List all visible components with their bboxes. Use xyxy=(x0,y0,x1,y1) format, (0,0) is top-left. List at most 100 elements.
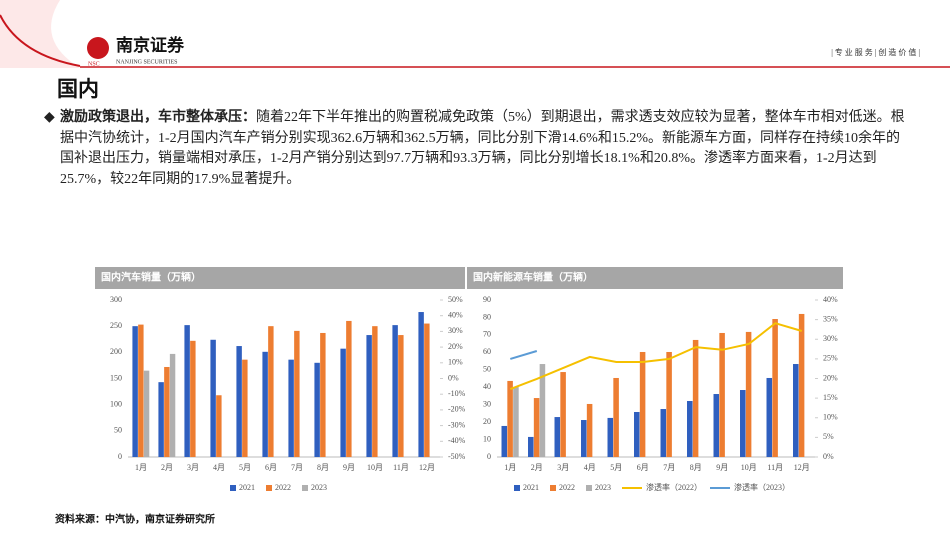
logo xyxy=(87,37,109,59)
bar xyxy=(740,390,746,457)
bar xyxy=(513,387,519,457)
y2-tick-label: 40% xyxy=(823,295,838,304)
bar xyxy=(507,380,513,457)
y-tick-label: 0 xyxy=(487,452,491,461)
x-tick-label: 6月 xyxy=(265,463,277,472)
legend-swatch xyxy=(586,485,592,491)
bar xyxy=(660,409,667,457)
y-tick-label: 300 xyxy=(110,295,122,304)
charts: 国内汽车销量（万辆）050100150200250300-50%-40%-30%… xyxy=(95,267,843,492)
y2-tick-label: 20% xyxy=(823,373,838,382)
y2-tick-label: 40% xyxy=(448,311,463,320)
bar xyxy=(713,394,720,457)
legend-swatch xyxy=(550,485,556,491)
bar xyxy=(560,372,566,457)
x-tick-label: 10月 xyxy=(367,463,383,472)
decor xyxy=(0,0,80,68)
bar xyxy=(132,326,138,457)
legend-swatch xyxy=(230,485,236,491)
bar xyxy=(158,382,164,457)
bar xyxy=(340,348,346,457)
legend-swatch xyxy=(514,485,520,491)
x-tick-label: 1月 xyxy=(135,463,147,472)
x-tick-label: 8月 xyxy=(317,463,329,472)
bar xyxy=(554,417,561,457)
x-tick-label: 10月 xyxy=(741,463,757,472)
bar xyxy=(418,312,424,457)
x-tick-label: 5月 xyxy=(610,463,622,472)
bar xyxy=(398,335,404,457)
y2-tick-label: -20% xyxy=(448,405,466,414)
legend-label: 2022 xyxy=(559,483,575,492)
bar xyxy=(392,325,398,457)
y-tick-label: 100 xyxy=(110,399,122,408)
x-tick-label: 8月 xyxy=(690,463,702,472)
x-tick-label: 5月 xyxy=(239,463,251,472)
y2-tick-label: 25% xyxy=(823,354,838,363)
y-tick-label: 60 xyxy=(483,347,491,356)
bar xyxy=(692,339,699,457)
bar xyxy=(424,323,430,457)
x-tick-label: 12月 xyxy=(419,463,435,472)
bar xyxy=(745,331,752,457)
y-tick-label: 50 xyxy=(483,365,491,374)
y2-tick-label: 15% xyxy=(823,393,838,402)
bar xyxy=(262,351,268,457)
x-tick-label: 6月 xyxy=(637,463,649,472)
y2-tick-label: 0% xyxy=(448,373,459,382)
bar xyxy=(294,330,300,457)
bar xyxy=(687,401,693,457)
y2-tick-label: -30% xyxy=(448,420,466,429)
bar xyxy=(539,364,546,457)
y2-tick-label: -40% xyxy=(448,436,466,445)
legend-swatch xyxy=(266,485,272,491)
legend-label: 渗透率（2023） xyxy=(734,482,790,492)
panel-header xyxy=(467,267,843,289)
y2-tick-label: 35% xyxy=(823,314,838,323)
bar xyxy=(346,320,352,457)
bar xyxy=(586,403,593,457)
bar xyxy=(528,436,534,457)
bar xyxy=(613,377,619,457)
bar xyxy=(501,425,508,457)
x-tick-label: 4月 xyxy=(213,463,225,472)
x-tick-label: 11月 xyxy=(767,463,783,472)
y2-tick-label: 30% xyxy=(448,326,463,335)
y-tick-label: 90 xyxy=(483,295,491,304)
y-tick-label: 200 xyxy=(110,347,122,356)
y2-tick-label: 30% xyxy=(823,334,838,343)
x-tick-label: 2月 xyxy=(161,463,173,472)
bar xyxy=(634,411,640,457)
body-text: 随着22年下半年推出的购置税减免政策（5%）到期退出，需求透支效应较为显著，整体… xyxy=(60,110,905,187)
y2-tick-label: -50% xyxy=(448,452,466,461)
bar xyxy=(766,377,773,457)
bar xyxy=(210,339,216,457)
legend-label: 2021 xyxy=(523,483,539,492)
chart-title: 国内汽车销量（万辆） xyxy=(101,270,201,283)
decor xyxy=(0,14,81,67)
logo-nsc: NSC xyxy=(88,61,100,67)
legend-label: 2023 xyxy=(595,483,611,492)
y-tick-label: 80 xyxy=(483,312,491,321)
paragraph: ◆ 激励政策退出，车市整体承压：随着22年下半年推出的购置税减免政策（5%）到期退… xyxy=(44,108,910,190)
x-tick-label: 4月 xyxy=(584,463,596,472)
bar xyxy=(143,370,150,457)
bar xyxy=(216,395,222,457)
y2-tick-label: 5% xyxy=(823,432,834,441)
bar xyxy=(169,353,176,457)
x-tick-label: 12月 xyxy=(794,463,810,472)
line xyxy=(509,322,803,391)
legend-label: 渗透率（2022） xyxy=(646,482,702,492)
bar xyxy=(236,346,242,457)
bar xyxy=(366,335,372,457)
y-tick-label: 10 xyxy=(483,434,491,443)
y-tick-label: 70 xyxy=(483,330,491,339)
legend-label: 2022 xyxy=(275,483,291,492)
bar xyxy=(639,351,646,457)
slogan: | 专 业 服 务 | 创 造 价 值 | xyxy=(831,47,920,57)
y-tick-label: 0 xyxy=(118,452,122,461)
y-tick-label: 50 xyxy=(114,426,122,435)
y2-tick-label: 20% xyxy=(448,342,463,351)
